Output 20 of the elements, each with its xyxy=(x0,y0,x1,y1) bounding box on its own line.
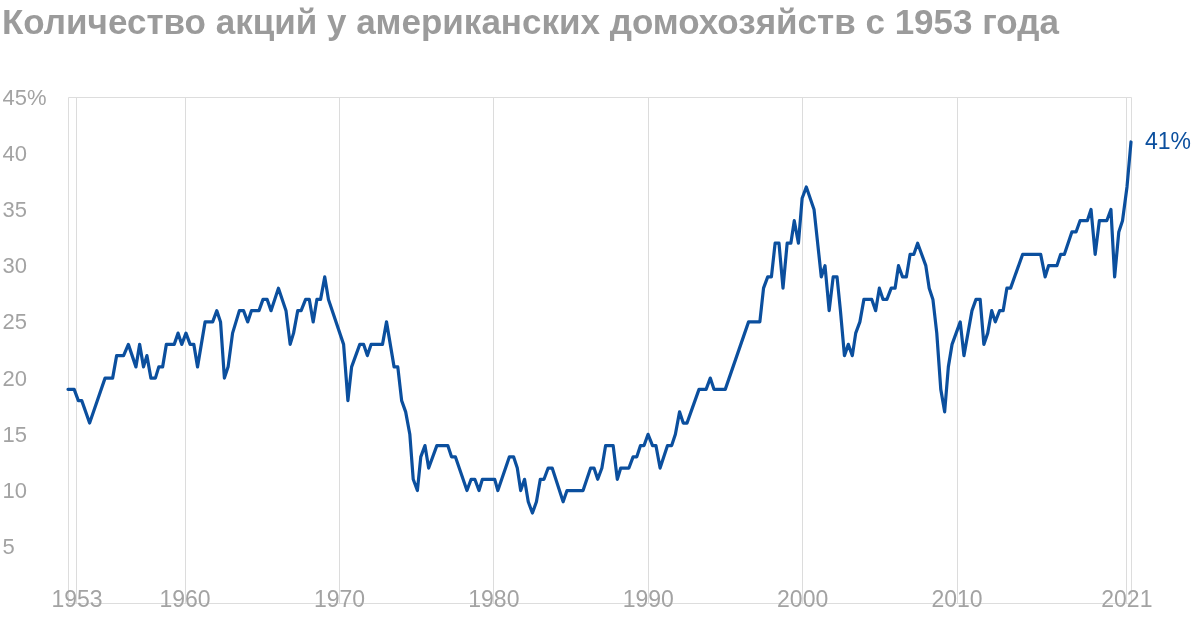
y-tick-label: 20 xyxy=(2,365,27,391)
y-tick-label: 45% xyxy=(2,84,47,110)
y-tick-label: 5 xyxy=(2,534,15,560)
annotation: 41% xyxy=(1145,127,1192,154)
x-tick-label: 2000 xyxy=(777,585,829,612)
x-tick-label: 1970 xyxy=(313,585,366,612)
y-tick-label: 30 xyxy=(2,253,27,279)
y-tick-label: 35 xyxy=(2,196,27,222)
line-series xyxy=(66,140,1133,515)
x-tick-label: 1953 xyxy=(51,585,103,612)
x-tick-label: 2021 xyxy=(1101,585,1153,612)
y-tick-label: 40 xyxy=(2,140,27,166)
y-tick-label: 15 xyxy=(2,421,27,447)
y-tick-label: 10 xyxy=(2,478,27,504)
chart-title: Количество акций у американских домохозяйств с 1953 года xyxy=(2,2,1060,41)
x-tick-label: 1980 xyxy=(468,585,520,612)
x-tick-label: 1990 xyxy=(622,585,674,612)
x-tick-label: 2010 xyxy=(931,585,983,612)
x-tick-label: 1960 xyxy=(159,585,211,612)
y-tick-label: 25 xyxy=(2,309,27,335)
